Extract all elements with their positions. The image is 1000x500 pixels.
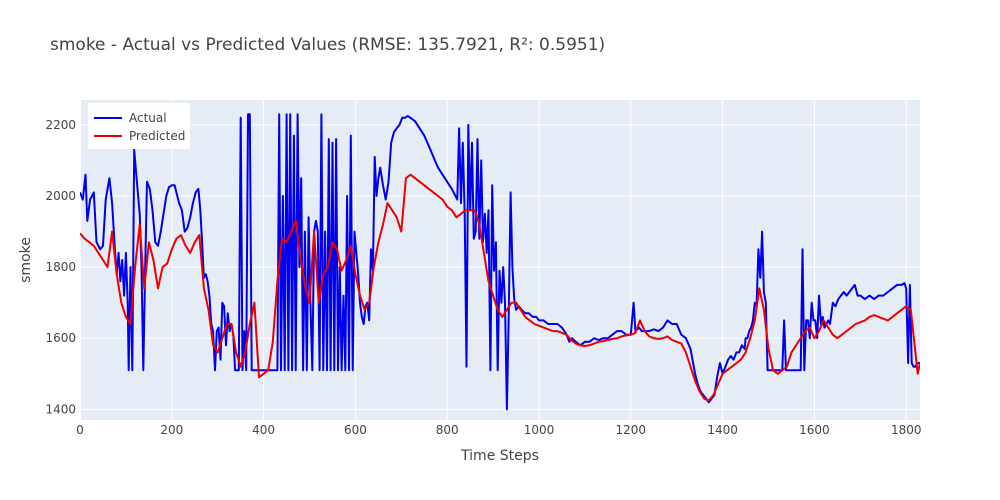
x-tick-labels: 0 200 400 600 800 1000 1200 1400 1600 1800: [76, 423, 921, 437]
series-line-predicted[interactable]: [80, 173, 920, 402]
y-axis-label: smoke: [18, 237, 34, 283]
x-tick-label: 1600: [799, 423, 830, 437]
y-tick-label: 1600: [45, 331, 76, 345]
legend-box: [88, 103, 190, 149]
grid: [79, 100, 920, 420]
x-tick-label: 1200: [616, 423, 647, 437]
x-tick-label: 400: [252, 423, 275, 437]
y-tick-label: 1800: [45, 260, 76, 274]
x-tick-label: 0: [76, 423, 84, 437]
x-tick-label: 1800: [891, 423, 922, 437]
legend-label-actual[interactable]: Actual: [129, 111, 167, 125]
x-axis-label: Time Steps: [460, 448, 539, 464]
x-tick-label: 1000: [524, 423, 555, 437]
series-line-actual[interactable]: [80, 113, 920, 411]
x-tick-label: 800: [436, 423, 459, 437]
plot-area: [80, 100, 920, 420]
series-layer: [80, 113, 920, 411]
legend-label-predicted[interactable]: Predicted: [129, 129, 185, 143]
y-tick-label: 2000: [45, 189, 76, 203]
y-tick-label: 1400: [45, 402, 76, 416]
x-tick-label: 1400: [707, 423, 738, 437]
y-tick-label: 2200: [45, 118, 76, 132]
chart-title: smoke - Actual vs Predicted Values (RMSE…: [50, 35, 605, 55]
x-tick-label: 600: [344, 423, 367, 437]
legend[interactable]: Actual Predicted: [88, 103, 190, 149]
y-tick-labels: 1400 1600 1800 2000 2200: [45, 118, 76, 416]
x-tick-label: 200: [160, 423, 183, 437]
